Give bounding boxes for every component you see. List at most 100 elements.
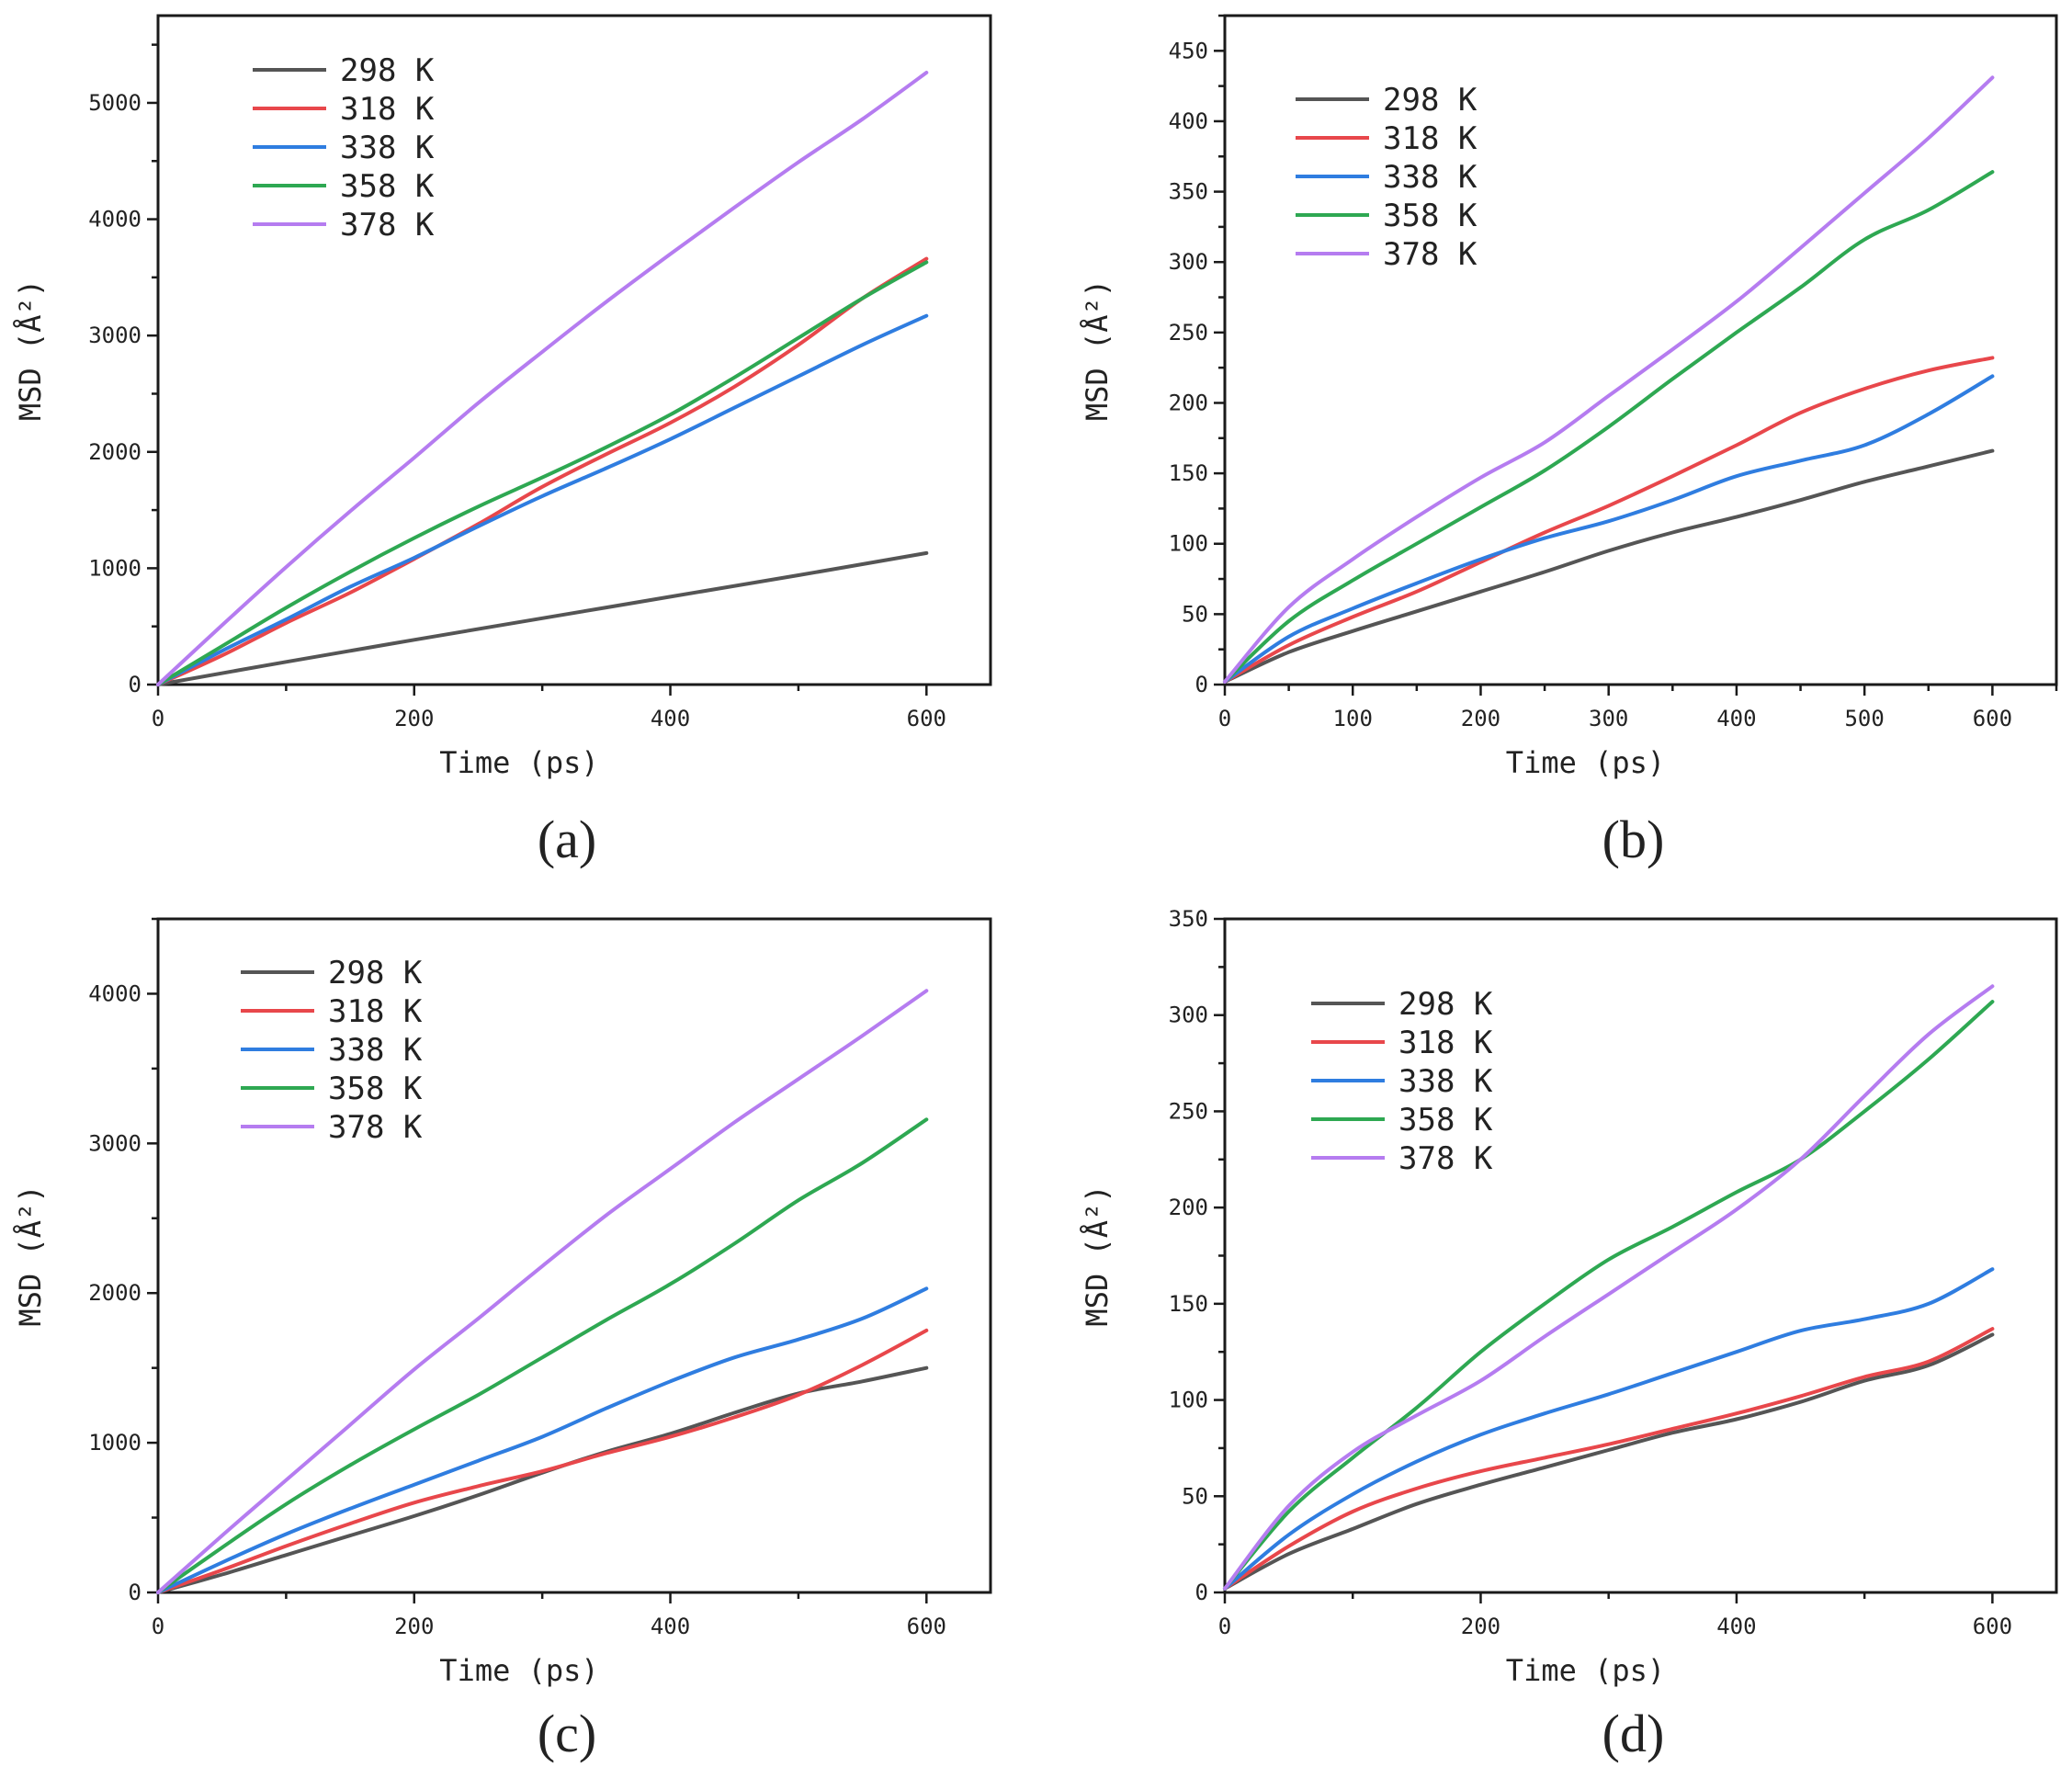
y-tick-label: 1000 bbox=[88, 555, 142, 581]
x-axis-title: Time (ps) bbox=[1506, 1653, 1665, 1688]
chart-panel-a: 0 200 400 600 0 1000 2000 3000 4000 5000 Time (ps)… bbox=[13, 14, 992, 869]
chart-panel-c: 0 200 400 600 0 1000 2000 3000 4000 Time (ps) MSD … bbox=[13, 917, 992, 1763]
legend-label: 358 K bbox=[328, 1071, 423, 1107]
legend-label: 378 K bbox=[340, 207, 435, 244]
series-line-358k bbox=[156, 260, 929, 686]
series-line-338k bbox=[156, 1286, 929, 1594]
series-line-338k bbox=[156, 313, 929, 686]
y-tick-label: 0 bbox=[129, 672, 142, 697]
y-tick-label: 5000 bbox=[88, 90, 142, 116]
legend-label: 358 K bbox=[340, 168, 435, 205]
legend-label: 318 K bbox=[1383, 120, 1478, 157]
x-tick-label: 600 bbox=[1973, 706, 2012, 731]
chart-panel-d: 0 200 400 600 0 50 100 150 200 250 300 350 Time (ps)… bbox=[1080, 906, 2058, 1763]
legend-label: 298 K bbox=[340, 52, 435, 89]
y-tick-label: 450 bbox=[1169, 38, 1208, 63]
legend-label: 338 K bbox=[1383, 159, 1478, 196]
y-tick-label: 150 bbox=[1169, 460, 1208, 486]
y-tick-label: 1000 bbox=[88, 1430, 142, 1456]
x-tick-label: 600 bbox=[907, 1614, 946, 1639]
y-tick-label: 50 bbox=[1182, 1483, 1208, 1509]
x-tick-label: 200 bbox=[1461, 706, 1500, 731]
chart-panel-b: 0 100 200 300 400 500 600 0 50 100 150 200 250 300 350… bbox=[1080, 14, 2058, 869]
series-line-298k bbox=[156, 1365, 929, 1594]
legend-label: 318 K bbox=[340, 91, 435, 128]
y-tick-label: 150 bbox=[1169, 1291, 1208, 1317]
x-tick-label: 0 bbox=[152, 1614, 164, 1639]
y-tick-label: 400 bbox=[1169, 108, 1208, 134]
panel-label: (d) bbox=[1602, 1704, 1665, 1763]
legend-label: 378 K bbox=[1383, 236, 1478, 273]
series-line-358k bbox=[1223, 1000, 1995, 1591]
y-axis-title: MSD (Å²) bbox=[13, 1184, 48, 1326]
x-tick-label: 0 bbox=[1218, 706, 1231, 731]
x-tick-label: 400 bbox=[651, 1614, 690, 1639]
x-tick-label: 200 bbox=[1461, 1614, 1500, 1639]
series-line-318k bbox=[1223, 1327, 1995, 1591]
panel-label: (c) bbox=[538, 1704, 596, 1763]
y-tick-label: 0 bbox=[1195, 1580, 1208, 1605]
y-tick-label: 200 bbox=[1169, 390, 1208, 415]
series-line-318k bbox=[1223, 356, 1995, 684]
y-tick-label: 0 bbox=[1195, 672, 1208, 697]
y-tick-label: 200 bbox=[1169, 1195, 1208, 1220]
legend-label: 378 K bbox=[328, 1109, 423, 1146]
x-tick-label: 0 bbox=[152, 706, 164, 731]
x-axis-title: Time (ps) bbox=[439, 1653, 598, 1688]
y-tick-label: 100 bbox=[1169, 531, 1208, 557]
legend-label: 318 K bbox=[328, 993, 423, 1030]
y-tick-label: 4000 bbox=[88, 980, 142, 1006]
x-tick-label: 600 bbox=[907, 706, 946, 731]
y-tick-label: 250 bbox=[1169, 1098, 1208, 1124]
series-line-318k bbox=[156, 1328, 929, 1594]
x-tick-label: 400 bbox=[1716, 1614, 1756, 1639]
y-tick-label: 250 bbox=[1169, 320, 1208, 346]
series-line-378k bbox=[156, 989, 929, 1594]
legend-label: 318 K bbox=[1398, 1025, 1493, 1061]
x-tick-label: 500 bbox=[1844, 706, 1884, 731]
plot-frame bbox=[156, 14, 992, 686]
x-tick-label: 200 bbox=[394, 1614, 434, 1639]
legend-label: 338 K bbox=[340, 130, 435, 166]
legend-label: 338 K bbox=[1398, 1063, 1493, 1100]
panel-label: (b) bbox=[1602, 810, 1665, 869]
series-line-378k bbox=[1223, 984, 1995, 1591]
y-tick-label: 50 bbox=[1182, 601, 1208, 627]
series-line-298k bbox=[1223, 448, 1995, 684]
legend-label: 298 K bbox=[1383, 82, 1478, 119]
series-line-338k bbox=[1223, 1267, 1995, 1591]
y-tick-label: 2000 bbox=[88, 1280, 142, 1306]
y-axis-title: MSD (Å²) bbox=[1080, 1184, 1115, 1326]
y-tick-label: 0 bbox=[129, 1580, 142, 1605]
series-line-358k bbox=[156, 1117, 929, 1594]
series-line-298k bbox=[156, 550, 929, 686]
x-axis-title: Time (ps) bbox=[1506, 745, 1665, 780]
series-line-358k bbox=[1223, 170, 1995, 684]
y-tick-label: 350 bbox=[1169, 179, 1208, 205]
legend-label: 298 K bbox=[328, 955, 423, 991]
x-tick-label: 200 bbox=[394, 706, 434, 731]
y-axis-title: MSD (Å²) bbox=[13, 279, 48, 421]
series-line-298k bbox=[1223, 1332, 1995, 1591]
x-tick-label: 400 bbox=[651, 706, 690, 731]
y-axis-title: MSD (Å²) bbox=[1080, 279, 1115, 421]
y-tick-label: 100 bbox=[1169, 1388, 1208, 1413]
y-tick-label: 350 bbox=[1169, 906, 1208, 932]
plot-frame bbox=[1223, 14, 2058, 686]
y-tick-label: 3000 bbox=[88, 1130, 142, 1156]
plot-frame bbox=[156, 917, 992, 1594]
legend-label: 358 K bbox=[1398, 1102, 1493, 1139]
x-tick-label: 0 bbox=[1218, 1614, 1231, 1639]
plot-frame bbox=[1223, 917, 2058, 1594]
x-tick-label: 300 bbox=[1589, 706, 1628, 731]
series-line-378k bbox=[156, 71, 929, 686]
legend-label: 338 K bbox=[328, 1032, 423, 1069]
panel-label: (a) bbox=[538, 810, 596, 869]
y-tick-label: 3000 bbox=[88, 323, 142, 348]
legend-label: 298 K bbox=[1398, 986, 1493, 1023]
